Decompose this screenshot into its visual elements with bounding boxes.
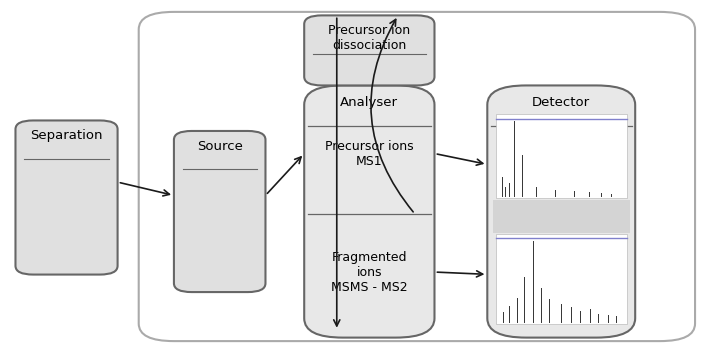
Bar <box>496 234 626 324</box>
Text: Analyser: Analyser <box>340 96 398 109</box>
Text: Fragmented
ions
MSMS - MS2: Fragmented ions MSMS - MS2 <box>331 251 408 294</box>
FancyBboxPatch shape <box>174 131 265 292</box>
Bar <box>496 114 626 198</box>
FancyBboxPatch shape <box>304 85 435 337</box>
FancyBboxPatch shape <box>16 120 117 275</box>
Text: Source: Source <box>197 140 243 153</box>
Bar <box>493 200 629 233</box>
Text: Precursor ions
MS1: Precursor ions MS1 <box>325 139 414 168</box>
FancyBboxPatch shape <box>139 12 695 341</box>
FancyBboxPatch shape <box>304 16 435 85</box>
Text: Detector: Detector <box>532 96 590 109</box>
Text: Separation: Separation <box>30 129 103 142</box>
FancyBboxPatch shape <box>487 85 635 337</box>
Text: Precursor ion
dissociation: Precursor ion dissociation <box>328 24 410 52</box>
